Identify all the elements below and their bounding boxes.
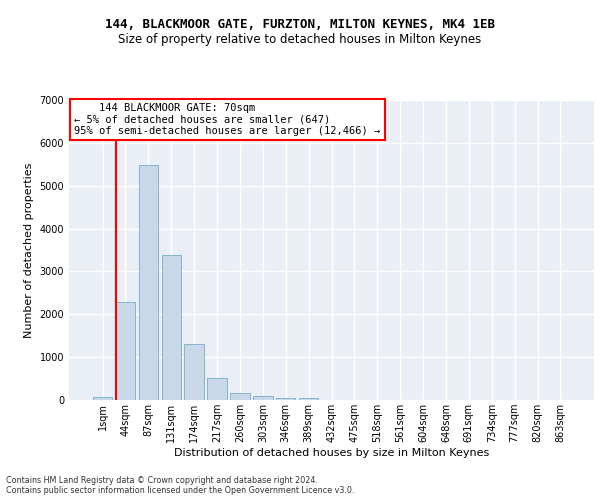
Bar — [230, 392, 250, 400]
Bar — [139, 165, 158, 400]
Bar — [116, 302, 135, 400]
Text: 144 BLACKMOOR GATE: 70sqm    
← 5% of detached houses are smaller (647)
95% of s: 144 BLACKMOOR GATE: 70sqm ← 5% of detach… — [74, 103, 380, 136]
Bar — [184, 344, 204, 400]
Bar — [161, 255, 181, 400]
Text: Size of property relative to detached houses in Milton Keynes: Size of property relative to detached ho… — [118, 32, 482, 46]
Bar — [93, 397, 112, 400]
X-axis label: Distribution of detached houses by size in Milton Keynes: Distribution of detached houses by size … — [174, 448, 489, 458]
Y-axis label: Number of detached properties: Number of detached properties — [24, 162, 34, 338]
Bar — [253, 396, 272, 400]
Text: 144, BLACKMOOR GATE, FURZTON, MILTON KEYNES, MK4 1EB: 144, BLACKMOOR GATE, FURZTON, MILTON KEY… — [105, 18, 495, 30]
Bar — [299, 398, 319, 400]
Bar — [276, 398, 295, 400]
Bar — [208, 378, 227, 400]
Text: Contains HM Land Registry data © Crown copyright and database right 2024.
Contai: Contains HM Land Registry data © Crown c… — [6, 476, 355, 495]
